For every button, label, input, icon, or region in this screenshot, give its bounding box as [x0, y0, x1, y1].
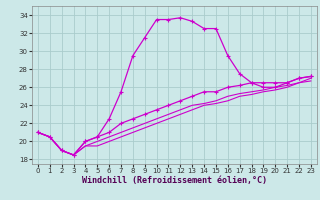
X-axis label: Windchill (Refroidissement éolien,°C): Windchill (Refroidissement éolien,°C) — [82, 176, 267, 185]
